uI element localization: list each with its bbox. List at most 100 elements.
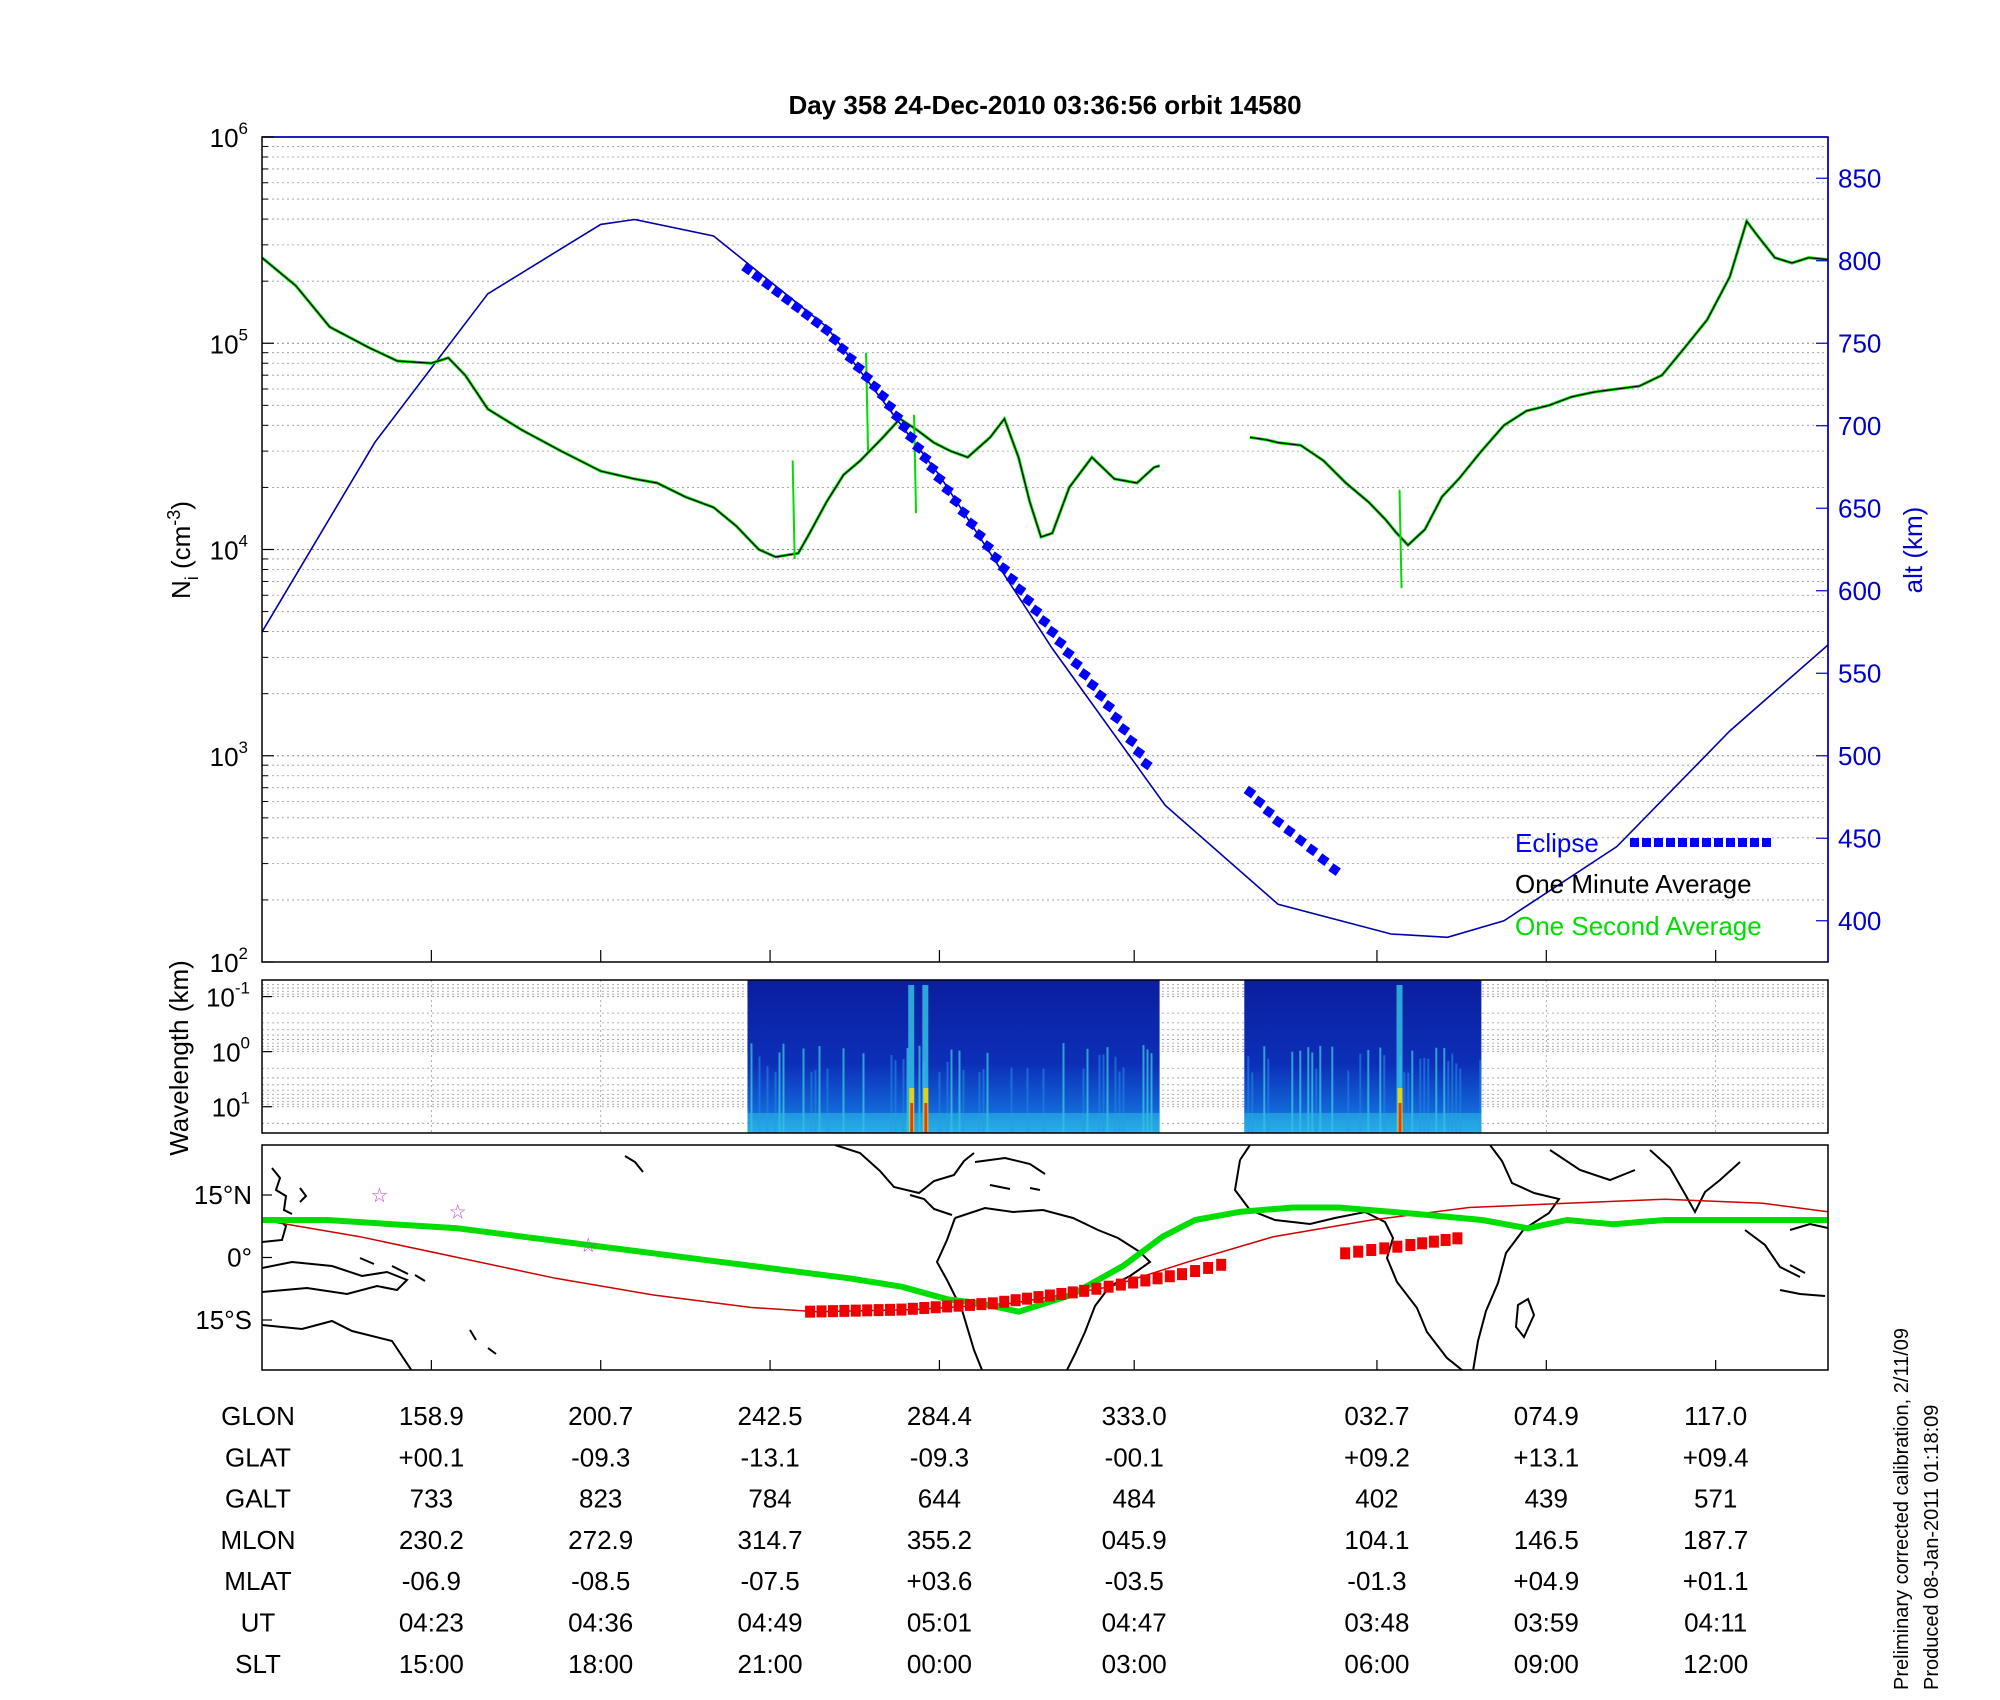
orbit-table: GLON 158.9 200.7 242.5 284.4 333.0 032.7 074.9 1… xyxy=(220,1401,1748,1679)
table-cell: 784 xyxy=(748,1484,791,1514)
spectrogram-streak xyxy=(986,1052,989,1133)
eclipse-track-mark xyxy=(1177,1268,1188,1281)
table-row-label: GLAT xyxy=(225,1442,291,1472)
table-cell: 242.5 xyxy=(738,1401,803,1431)
legend-eclipse-square xyxy=(1654,838,1663,847)
table-cell: 04:49 xyxy=(738,1608,803,1638)
eclipse-mark xyxy=(1125,734,1138,748)
spectrogram-streak xyxy=(814,1070,817,1133)
eclipse-track-mark xyxy=(1428,1235,1439,1248)
table-cell: 333.0 xyxy=(1102,1401,1167,1431)
eclipse-track-mark xyxy=(1216,1258,1227,1271)
eclipse-mark xyxy=(1013,583,1027,596)
eclipse-mark xyxy=(997,562,1011,575)
ytick-label: 103 xyxy=(210,738,248,772)
legend-eclipse-square xyxy=(1642,838,1651,847)
spectrogram-streak xyxy=(1411,1050,1414,1133)
coast-australia xyxy=(262,1319,413,1370)
eclipse-mark xyxy=(949,494,962,508)
y2tick-label: 750 xyxy=(1838,328,1881,358)
eclipse-track-mark xyxy=(1452,1232,1463,1245)
density-grid xyxy=(262,146,1828,963)
spectrogram-streak xyxy=(1010,1067,1013,1133)
legend-eclipse-square xyxy=(1690,838,1699,847)
y2tick-label: 550 xyxy=(1838,658,1881,688)
eclipse-track-mark xyxy=(1128,1276,1139,1289)
spectrogram-intense-peak xyxy=(910,1103,914,1133)
eclipse-track-mark xyxy=(1152,1272,1163,1285)
eclipse-mark xyxy=(836,342,849,356)
spectrogram-streak xyxy=(1142,1045,1145,1133)
coast-madagascar xyxy=(1514,1297,1536,1339)
table-cell: 03:59 xyxy=(1514,1608,1579,1638)
coast-indonesia xyxy=(1779,1222,1828,1297)
y2tick-label: 450 xyxy=(1838,823,1881,853)
ytick-label: 106 xyxy=(210,119,248,153)
eclipse-mark xyxy=(741,262,754,276)
coast-vanuatu xyxy=(469,1329,497,1355)
altitude-ylabel: alt (km) xyxy=(1898,507,1928,594)
spectrogram-streak xyxy=(766,1066,769,1133)
eclipse-mark xyxy=(1102,699,1116,713)
eclipse-track-mark xyxy=(1033,1291,1044,1304)
table-cell: 146.5 xyxy=(1514,1525,1579,1555)
table-row-label: GLON xyxy=(221,1401,295,1431)
table-cell: 12:00 xyxy=(1683,1649,1748,1679)
eclipse-track-mark xyxy=(827,1305,838,1318)
eclipse-mark xyxy=(973,528,987,542)
table-cell: -09.3 xyxy=(910,1442,969,1472)
eclipse-track-mark xyxy=(896,1303,907,1316)
spectrogram-streak xyxy=(950,1049,953,1133)
eclipse-mark xyxy=(751,270,764,283)
eclipse-mark xyxy=(911,441,925,454)
eclipse-mark xyxy=(1070,657,1083,671)
spectrogram-streak xyxy=(1114,1056,1117,1133)
eclipse-track-mark xyxy=(1366,1244,1377,1256)
spectrogram-streak xyxy=(1459,1068,1462,1133)
table-row-label: GALT xyxy=(225,1484,291,1514)
table-cell: -07.5 xyxy=(740,1566,799,1596)
spectrogram-streak xyxy=(978,1071,981,1133)
map-panel: ☆ ☆ ☆ 15°N 0° 15°S xyxy=(194,1144,1829,1371)
spectrogram-streak xyxy=(758,1056,761,1133)
spectrogram-streak xyxy=(1118,1071,1121,1133)
eclipse-mark xyxy=(904,431,918,444)
eclipse-mark xyxy=(1305,843,1319,857)
spectrogram-block xyxy=(747,980,1160,1133)
eclipse-mark xyxy=(941,483,954,497)
eclipse-mark xyxy=(926,461,939,475)
table-cell: 284.4 xyxy=(907,1401,972,1431)
spectrogram-streak xyxy=(1082,1068,1085,1133)
table-cell: 272.9 xyxy=(568,1525,633,1555)
table-row-label: MLAT xyxy=(224,1566,292,1596)
eclipse-mark xyxy=(965,517,978,531)
star-marker: ☆ xyxy=(449,1202,467,1224)
map-plot-area xyxy=(262,1145,1828,1370)
eclipse-mark xyxy=(1094,689,1107,702)
eclipse-mark xyxy=(919,451,932,465)
spectrogram-streak xyxy=(1451,1053,1454,1133)
density-minute-line xyxy=(262,257,1160,558)
table-cell: +04.9 xyxy=(1513,1566,1579,1596)
spectrogram-block xyxy=(1244,980,1482,1133)
eclipse-mark xyxy=(1328,863,1341,876)
eclipse-track-mark xyxy=(816,1305,827,1318)
legend-eclipse-square xyxy=(1702,838,1711,847)
legend-second: One Second Average xyxy=(1515,911,1762,941)
spectrogram-band xyxy=(1244,1113,1482,1133)
table-cell: -00.1 xyxy=(1105,1442,1164,1472)
density-spike xyxy=(913,414,918,514)
ytick-label: 104 xyxy=(210,532,248,566)
eclipse-track-mark xyxy=(1379,1242,1390,1255)
spectrogram-streak xyxy=(1026,1067,1029,1133)
spectrogram-streak xyxy=(1435,1047,1438,1133)
density-lines xyxy=(262,218,1828,589)
legend-eclipse-square xyxy=(1630,838,1639,847)
eclipse-mark xyxy=(890,410,904,423)
coast-philippines xyxy=(271,1167,308,1215)
table-cell: 09:00 xyxy=(1514,1649,1579,1679)
table-row-label: MLON xyxy=(220,1525,295,1555)
spectrogram-streak xyxy=(890,1055,893,1133)
table-cell: 032.7 xyxy=(1344,1401,1409,1431)
eclipse-track-mark xyxy=(1010,1294,1021,1307)
